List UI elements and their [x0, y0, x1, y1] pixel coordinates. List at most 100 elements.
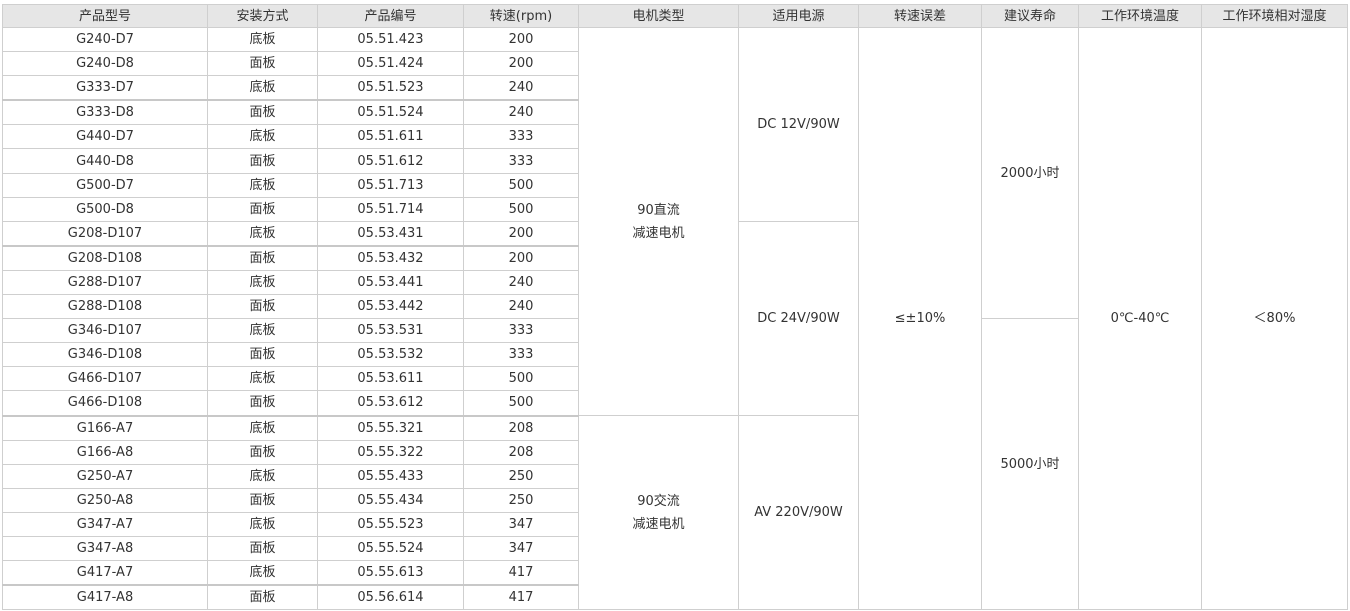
cell-model: G288-D108 — [2, 294, 208, 320]
cell-speed: 250 — [463, 463, 579, 489]
cell-mount: 底板 — [207, 366, 318, 392]
cell-speed: 347 — [463, 535, 579, 562]
cell-mount: 面板 — [207, 487, 318, 513]
cell-part-number: 05.55.322 — [317, 439, 464, 465]
cell-part-number: 05.55.433 — [317, 463, 464, 489]
cell-mount: 底板 — [207, 75, 318, 101]
table-row: G417-A8 面板 05.56.614 417 — [2, 584, 1348, 611]
cell-temperature: 0℃-40℃ — [1078, 26, 1202, 611]
cell-power: DC 24V/90W — [738, 220, 859, 417]
cell-model: G250-A7 — [2, 463, 208, 489]
table-row: G466-D107 底板 05.53.611 500 — [2, 366, 1348, 392]
table-row: G333-D7 底板 05.51.523 240 — [2, 75, 1348, 101]
cell-model: G333-D7 — [2, 75, 208, 101]
header-motor-type: 电机类型 — [578, 4, 739, 28]
cell-model: G500-D8 — [2, 196, 208, 222]
table-row: G250-A7 底板 05.55.433 250 — [2, 463, 1348, 489]
cell-part-number: 05.51.424 — [317, 51, 464, 77]
cell-speed: 240 — [463, 75, 579, 101]
cell-power: AV 220V/90W — [738, 414, 859, 611]
cell-speed: 200 — [463, 26, 579, 53]
table-row: G500-D8 面板 05.51.714 500 — [2, 196, 1348, 222]
cell-mount: 底板 — [207, 463, 318, 489]
cell-life: 5000小时 — [981, 318, 1079, 611]
cell-part-number: 05.53.432 — [317, 244, 464, 271]
cell-speed: 347 — [463, 511, 579, 537]
cell-speed-error: ≤±10% — [858, 26, 982, 611]
cell-model: G208-D108 — [2, 244, 208, 271]
cell-power: DC 12V/90W — [738, 27, 859, 222]
cell-mount: 面板 — [207, 535, 318, 562]
cell-model: G250-A8 — [2, 487, 208, 513]
cell-speed: 208 — [463, 439, 579, 465]
cell-part-number: 05.55.613 — [317, 560, 464, 586]
cell-speed: 333 — [463, 124, 579, 150]
cell-motor-type: 90直流 减速电机 — [578, 27, 739, 416]
cell-mount: 底板 — [207, 414, 318, 441]
table-row: G333-D8 面板 05.51.524 240 — [2, 99, 1348, 126]
cell-part-number: 05.51.523 — [317, 75, 464, 101]
header-life: 建议寿命 — [981, 4, 1079, 28]
header-mount: 安装方式 — [207, 4, 318, 28]
cell-model: G166-A8 — [2, 439, 208, 465]
cell-mount: 面板 — [207, 196, 318, 222]
table-row: G288-D108 面板 05.53.442 240 — [2, 294, 1348, 320]
header-part-number: 产品编号 — [317, 4, 464, 28]
cell-mount: 面板 — [207, 390, 318, 416]
cell-mount: 面板 — [207, 584, 318, 611]
cell-speed: 500 — [463, 390, 579, 416]
cell-model: G466-D108 — [2, 390, 208, 416]
cell-speed: 500 — [463, 366, 579, 392]
cell-part-number: 05.55.434 — [317, 487, 464, 513]
cell-part-number: 05.53.441 — [317, 269, 464, 296]
cell-speed: 500 — [463, 172, 579, 198]
header-row: 产品型号 安装方式 产品编号 转速(rpm) 电机类型 适用电源 转速误差 建议寿命 工作环境温… — [2, 4, 1348, 28]
cell-model: G466-D107 — [2, 366, 208, 392]
cell-humidity: ＜80% — [1201, 26, 1348, 611]
table-row: G466-D108 面板 05.53.612 500 — [2, 390, 1348, 416]
cell-speed: 240 — [463, 294, 579, 320]
cell-part-number: 05.51.714 — [317, 196, 464, 222]
cell-mount: 面板 — [207, 99, 318, 126]
cell-model: G440-D7 — [2, 124, 208, 150]
header-speed-error: 转速误差 — [858, 4, 982, 28]
cell-mount: 面板 — [207, 51, 318, 77]
header-humidity: 工作环境相对湿度 — [1201, 4, 1348, 28]
cell-part-number: 05.51.524 — [317, 99, 464, 126]
cell-model: G500-D7 — [2, 172, 208, 198]
cell-model: G347-A8 — [2, 535, 208, 562]
cell-speed: 417 — [463, 584, 579, 611]
table-row: G166-A7 底板 05.55.321 208 90交流 减速电机 AV 220V/90… — [2, 414, 1348, 611]
motor-spec-table: 产品型号 安装方式 产品编号 转速(rpm) 电机类型 适用电源 转速误差 建议寿命 工作环境温… — [2, 4, 1348, 611]
cell-speed: 240 — [463, 99, 579, 126]
cell-model: G346-D107 — [2, 318, 208, 344]
cell-part-number: 05.53.612 — [317, 390, 464, 416]
cell-speed: 417 — [463, 560, 579, 586]
cell-speed: 333 — [463, 318, 579, 344]
table-row: G417-A7 底板 05.55.613 417 — [2, 560, 1348, 586]
cell-model: G166-A7 — [2, 414, 208, 441]
cell-part-number: 05.53.531 — [317, 318, 464, 344]
header-temperature: 工作环境温度 — [1078, 4, 1202, 28]
table-row: G347-A8 面板 05.55.524 347 — [2, 535, 1348, 562]
cell-model: G440-D8 — [2, 148, 208, 174]
cell-mount: 面板 — [207, 244, 318, 271]
table-row: G208-D108 面板 05.53.432 200 — [2, 244, 1348, 271]
table-row: G440-D7 底板 05.51.611 333 — [2, 124, 1348, 150]
cell-part-number: 05.55.523 — [317, 511, 464, 537]
cell-motor-type: 90交流 减速电机 — [578, 414, 739, 611]
header-power: 适用电源 — [738, 4, 859, 28]
cell-life: 2000小时 — [981, 26, 1079, 320]
table-row: G240-D8 面板 05.51.424 200 — [2, 51, 1348, 77]
cell-part-number: 05.51.611 — [317, 124, 464, 150]
cell-speed: 333 — [463, 148, 579, 174]
cell-model: G240-D8 — [2, 51, 208, 77]
table-row: G346-D107 底板 05.53.531 333 5000小时 — [2, 318, 1348, 611]
cell-model: G417-A8 — [2, 584, 208, 611]
cell-part-number: 05.55.524 — [317, 535, 464, 562]
table-row: G346-D108 面板 05.53.532 333 — [2, 342, 1348, 368]
cell-model: G333-D8 — [2, 99, 208, 126]
cell-model: G208-D107 — [2, 220, 208, 247]
cell-model: G417-A7 — [2, 560, 208, 586]
table-row: G208-D107 底板 05.53.431 200 DC 24V/90W — [2, 220, 1348, 417]
